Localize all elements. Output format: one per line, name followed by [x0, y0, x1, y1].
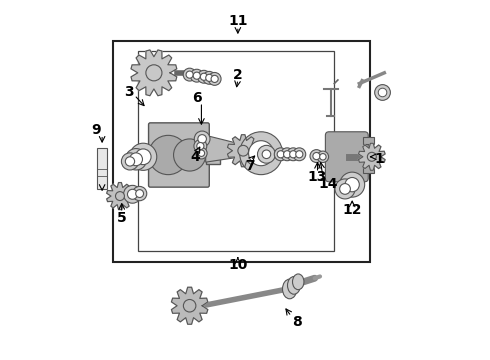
Circle shape [211, 75, 218, 82]
Circle shape [148, 135, 188, 175]
Text: 11: 11 [228, 14, 247, 28]
Circle shape [173, 139, 206, 171]
Polygon shape [359, 143, 385, 170]
Text: 13: 13 [308, 170, 327, 184]
Circle shape [313, 153, 320, 159]
Text: 1: 1 [374, 152, 384, 166]
Circle shape [208, 72, 221, 85]
Bar [136, 146, 152, 164]
Circle shape [274, 148, 287, 161]
Circle shape [198, 150, 205, 157]
Circle shape [310, 150, 323, 162]
Circle shape [368, 152, 376, 161]
Circle shape [197, 70, 210, 83]
Circle shape [193, 72, 200, 79]
Circle shape [125, 157, 135, 166]
Circle shape [335, 179, 355, 199]
Circle shape [287, 148, 300, 161]
Polygon shape [227, 135, 259, 167]
Circle shape [127, 189, 138, 199]
Bar [138, 51, 334, 251]
Circle shape [262, 150, 270, 158]
Bar [363, 166, 373, 173]
Ellipse shape [288, 276, 300, 294]
Bar [206, 146, 220, 164]
Polygon shape [107, 183, 133, 210]
Circle shape [248, 141, 273, 166]
Circle shape [130, 153, 143, 166]
Circle shape [284, 151, 291, 158]
Text: 4: 4 [190, 150, 200, 164]
Circle shape [258, 145, 275, 163]
Bar [363, 137, 373, 144]
Circle shape [238, 145, 248, 156]
Circle shape [130, 143, 157, 170]
FancyBboxPatch shape [325, 132, 368, 182]
Circle shape [240, 132, 283, 175]
Circle shape [123, 185, 142, 203]
Circle shape [296, 151, 303, 158]
Circle shape [116, 192, 124, 201]
Circle shape [135, 149, 151, 165]
Circle shape [196, 148, 207, 159]
Text: 3: 3 [124, 85, 134, 99]
Text: 12: 12 [343, 203, 362, 217]
Bar [113, 41, 370, 262]
Text: 5: 5 [117, 211, 126, 225]
Circle shape [194, 140, 207, 153]
Circle shape [190, 69, 203, 82]
Polygon shape [131, 50, 177, 96]
Circle shape [203, 71, 216, 84]
Circle shape [345, 177, 359, 192]
Circle shape [136, 190, 144, 198]
FancyBboxPatch shape [148, 123, 209, 187]
Bar [97, 148, 107, 189]
Circle shape [183, 300, 196, 312]
Circle shape [206, 74, 213, 81]
Circle shape [197, 143, 204, 150]
Circle shape [122, 153, 139, 170]
Circle shape [125, 149, 147, 170]
Text: 6: 6 [192, 91, 201, 105]
Circle shape [198, 135, 206, 143]
Circle shape [293, 148, 306, 161]
Circle shape [378, 88, 387, 97]
Circle shape [340, 184, 350, 194]
Text: 2: 2 [233, 68, 243, 82]
Circle shape [200, 73, 207, 80]
Circle shape [146, 65, 162, 81]
Circle shape [340, 172, 365, 197]
Circle shape [186, 71, 193, 78]
Text: 14: 14 [318, 176, 338, 190]
Circle shape [194, 131, 210, 147]
Ellipse shape [283, 279, 297, 299]
Circle shape [281, 148, 294, 161]
Circle shape [290, 151, 297, 158]
Text: 9: 9 [91, 123, 100, 137]
Polygon shape [172, 287, 208, 324]
Circle shape [319, 154, 326, 160]
Text: 10: 10 [228, 258, 247, 272]
Polygon shape [206, 135, 242, 162]
Circle shape [132, 186, 147, 201]
Circle shape [183, 68, 196, 81]
Ellipse shape [293, 274, 304, 290]
Circle shape [375, 85, 391, 100]
Circle shape [317, 151, 329, 162]
Circle shape [277, 151, 284, 158]
Text: 7: 7 [245, 159, 255, 173]
Text: 8: 8 [292, 315, 302, 329]
